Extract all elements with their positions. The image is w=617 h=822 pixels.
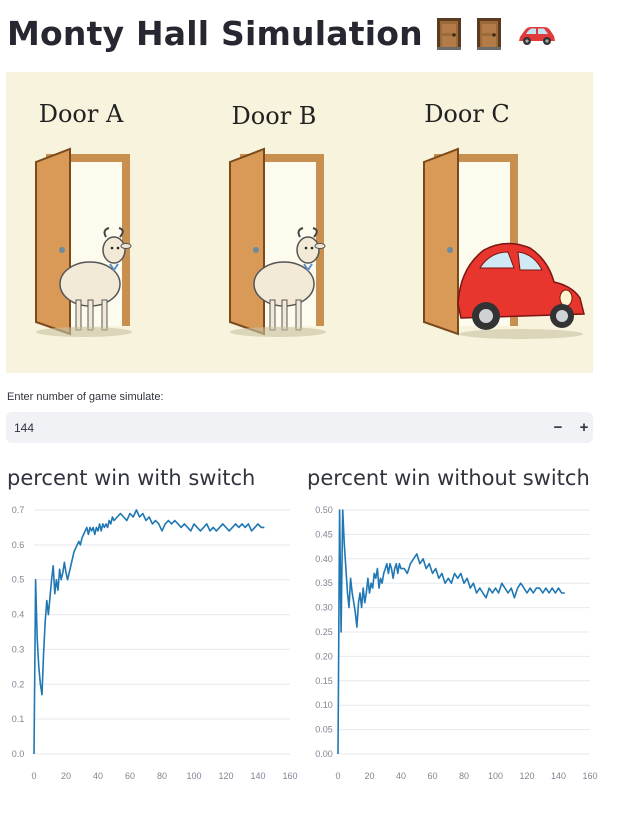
series-line (337, 509, 565, 755)
title-emoji-group (436, 17, 557, 50)
x-tick-label: 120 (218, 771, 233, 781)
simulation-count-label: Enter number of game simulate: (7, 391, 164, 403)
door-a: Door A (35, 100, 132, 337)
x-tick-label: 160 (282, 771, 297, 781)
y-tick-label: 0.0 (12, 749, 25, 759)
series-line (33, 509, 265, 755)
door-icon (436, 18, 461, 50)
simulation-count-field: − + (6, 412, 593, 443)
y-tick-label: 0.2 (12, 679, 25, 689)
y-tick-label: 0.45 (315, 529, 333, 539)
y-tick-label: 0.5 (12, 575, 25, 585)
x-tick-label: 80 (459, 771, 469, 781)
x-tick-label: 160 (582, 771, 597, 781)
x-tick-label: 0 (31, 771, 36, 781)
y-tick-label: 0.10 (315, 700, 333, 710)
x-tick-label: 80 (157, 771, 167, 781)
y-tick-label: 0.7 (12, 505, 25, 515)
chart-title-no-switch: percent win without switch (307, 466, 590, 490)
page-title: Monty Hall Simulation (7, 14, 557, 53)
x-tick-label: 100 (488, 771, 503, 781)
goat-b (253, 227, 326, 331)
y-tick-label: 0.4 (12, 610, 25, 620)
x-tick-label: 100 (186, 771, 201, 781)
increment-button[interactable]: + (579, 419, 589, 436)
x-tick-label: 60 (125, 771, 135, 781)
doors-scene: Door A Door B (35, 100, 585, 339)
y-tick-label: 0.6 (12, 540, 25, 550)
door-icon (476, 18, 501, 50)
x-tick-label: 40 (93, 771, 103, 781)
y-tick-label: 0.15 (315, 676, 333, 686)
x-tick-label: 40 (396, 771, 406, 781)
simulation-count-input[interactable] (6, 412, 534, 443)
x-tick-label: 60 (427, 771, 437, 781)
y-tick-label: 0.00 (315, 749, 333, 759)
decrement-button[interactable]: − (553, 419, 563, 436)
y-tick-label: 0.1 (12, 714, 25, 724)
y-tick-label: 0.30 (315, 603, 333, 613)
chart-win-without-switch: 0.00 0.05 0.10 0.15 0.20 0.25 0.30 0.35 0.40 0.45… (315, 505, 597, 781)
door-b: Door B (229, 102, 326, 337)
door-a-label: Door A (39, 100, 124, 128)
y-tick-label: 0.40 (315, 554, 333, 564)
x-tick-label: 20 (61, 771, 71, 781)
x-tick-label: 120 (519, 771, 534, 781)
door-c: Door C (423, 100, 585, 339)
car-c (457, 242, 585, 330)
x-tick-label: 0 (335, 771, 340, 781)
page-title-text: Monty Hall Simulation (7, 14, 423, 53)
door-b-label: Door B (232, 102, 317, 130)
y-tick-label: 0.35 (315, 578, 333, 588)
y-tick-label: 0.3 (12, 644, 25, 654)
chart-win-with-switch: 0.0 0.1 0.2 0.3 0.4 0.5 0.6 0.7 0 20 40 60 80 100 120 1… (12, 505, 298, 781)
y-tick-label: 0.05 (315, 725, 333, 735)
chart-title-switch: percent win with switch (7, 466, 256, 490)
doors-illustration: Door A Door B (6, 72, 593, 373)
x-tick-label: 140 (250, 771, 265, 781)
car-icon (518, 27, 555, 45)
y-tick-label: 0.25 (315, 627, 333, 637)
door-c-label: Door C (424, 100, 510, 128)
y-tick-label: 0.20 (315, 651, 333, 661)
x-tick-label: 140 (551, 771, 566, 781)
x-tick-label: 20 (364, 771, 374, 781)
y-tick-label: 0.50 (315, 505, 333, 515)
